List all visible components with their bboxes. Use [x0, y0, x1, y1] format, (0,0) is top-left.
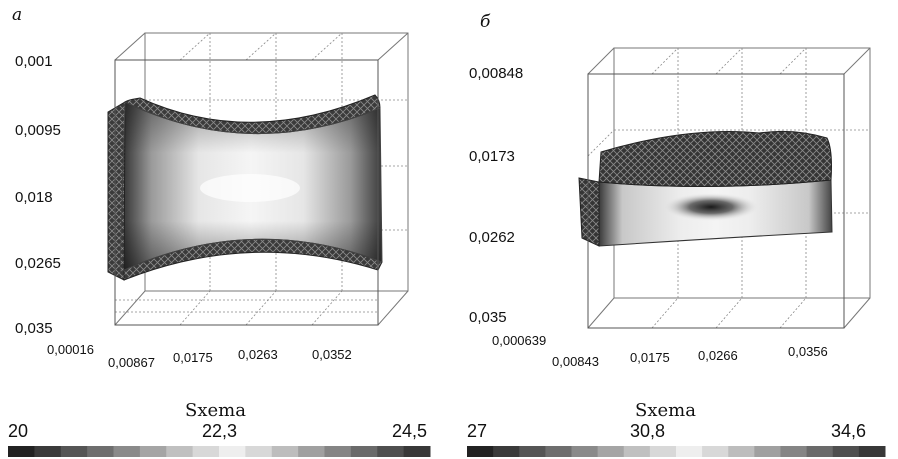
panel-letter: б	[480, 12, 491, 32]
colorbar-title: Sxema	[185, 400, 246, 421]
panel-letter: а	[12, 5, 22, 25]
colorbar-swatch	[493, 446, 520, 457]
x-tick-label: 0,0175	[173, 350, 213, 365]
x-tick-label: 0,0266	[698, 348, 738, 363]
colorbar-mid-label: 30,8	[630, 421, 665, 441]
colorbar-swatch	[192, 446, 220, 457]
colorbar	[467, 446, 886, 457]
colorbar-swatch	[519, 446, 546, 457]
colorbar-swatch	[350, 446, 378, 457]
colorbar-swatch	[467, 446, 494, 457]
colorbar-title: Sxema	[635, 400, 696, 421]
colorbar-max-label: 34,6	[831, 421, 866, 441]
panel-b: б 0,00848 0,0173 0,0262 0,035 0	[467, 12, 886, 457]
colorbar-swatch	[377, 446, 405, 457]
y-tick-label: 0,001	[15, 53, 53, 70]
colorbar-swatch	[403, 446, 431, 457]
colorbar-swatch	[832, 446, 860, 457]
colorbar-mid-label: 22,3	[202, 421, 237, 441]
colorbar-swatch	[113, 446, 141, 457]
surface-plot	[107, 94, 383, 281]
colorbar-swatch	[245, 446, 273, 457]
y-tick-label: 0,0262	[469, 229, 515, 246]
colorbar-swatch	[87, 446, 114, 457]
surface-plot	[578, 130, 833, 247]
colorbar-swatch	[34, 446, 62, 457]
colorbar-swatch	[780, 446, 808, 457]
y-tick-label: 0,0173	[469, 148, 515, 165]
colorbar	[8, 446, 431, 457]
colorbar-swatch	[649, 446, 677, 457]
y-tick-label: 0,018	[15, 189, 53, 206]
colorbar-swatch	[545, 446, 572, 457]
colorbar-swatch	[271, 446, 299, 457]
colorbar-swatch	[806, 446, 834, 457]
colorbar-swatch	[60, 446, 88, 457]
colorbar-swatch	[702, 446, 729, 457]
colorbar-swatch	[571, 446, 599, 457]
colorbar-min-label: 27	[467, 421, 487, 441]
colorbar-swatch	[728, 446, 755, 457]
colorbar-swatch	[8, 446, 35, 457]
y-tick-label: 0,035	[469, 309, 507, 326]
x-tick-label: 0,0352	[312, 347, 352, 362]
colorbar-max-label: 24,5	[392, 421, 427, 441]
colorbar-swatch	[166, 446, 194, 457]
x-tick-label: 0,000639	[492, 333, 546, 348]
colorbar-swatch	[676, 446, 703, 457]
x-tick-label: 0,0356	[788, 344, 828, 359]
x-tick-label: 0,0175	[630, 350, 670, 365]
colorbar-swatch	[858, 446, 886, 457]
y-tick-label: 0,0095	[15, 122, 61, 139]
x-tick-label: 0,00843	[552, 354, 599, 369]
colorbar-swatch	[298, 446, 325, 457]
y-tick-label: 0,0265	[15, 255, 61, 272]
colorbar-swatch	[139, 446, 167, 457]
x-tick-label: 0,0263	[238, 347, 278, 362]
y-tick-label: 0,00848	[469, 65, 523, 82]
colorbar-swatch	[754, 446, 781, 457]
y-tick-label: 0,035	[15, 320, 53, 337]
colorbar-swatch	[623, 446, 651, 457]
colorbar-swatch	[324, 446, 352, 457]
colorbar-min-label: 20	[8, 421, 28, 441]
x-tick-label: 0,00867	[108, 355, 155, 370]
colorbar-swatch	[219, 446, 246, 457]
colorbar-swatch	[597, 446, 625, 457]
x-tick-label: 0,00016	[47, 342, 94, 357]
panel-a: а 0,001	[8, 5, 431, 457]
